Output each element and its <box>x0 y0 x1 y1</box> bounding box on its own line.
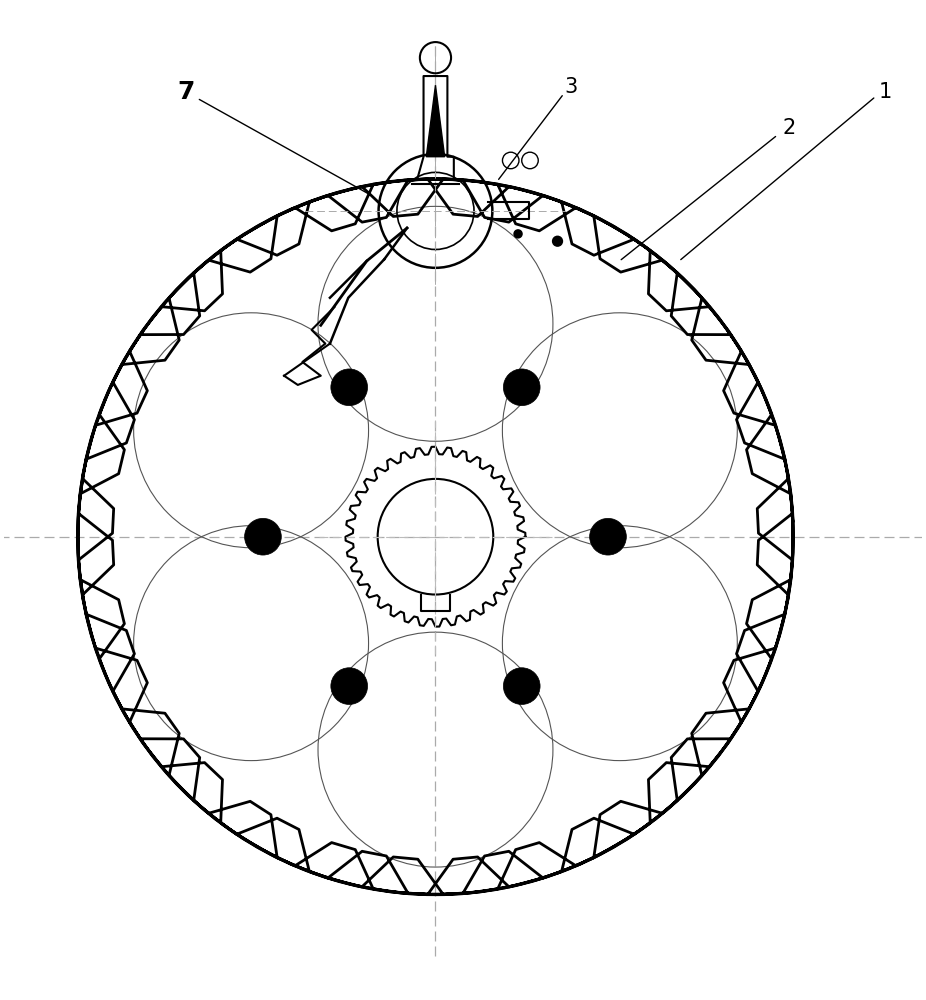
Text: 3: 3 <box>565 77 578 97</box>
Circle shape <box>331 668 368 704</box>
Text: 2: 2 <box>782 118 795 138</box>
Circle shape <box>590 518 626 555</box>
Text: 1: 1 <box>879 82 892 102</box>
Circle shape <box>244 518 282 555</box>
Text: 7: 7 <box>177 80 194 104</box>
Circle shape <box>504 668 540 704</box>
Polygon shape <box>426 85 444 157</box>
Circle shape <box>504 369 540 406</box>
Circle shape <box>514 230 521 238</box>
Circle shape <box>553 237 562 246</box>
Circle shape <box>331 369 368 406</box>
